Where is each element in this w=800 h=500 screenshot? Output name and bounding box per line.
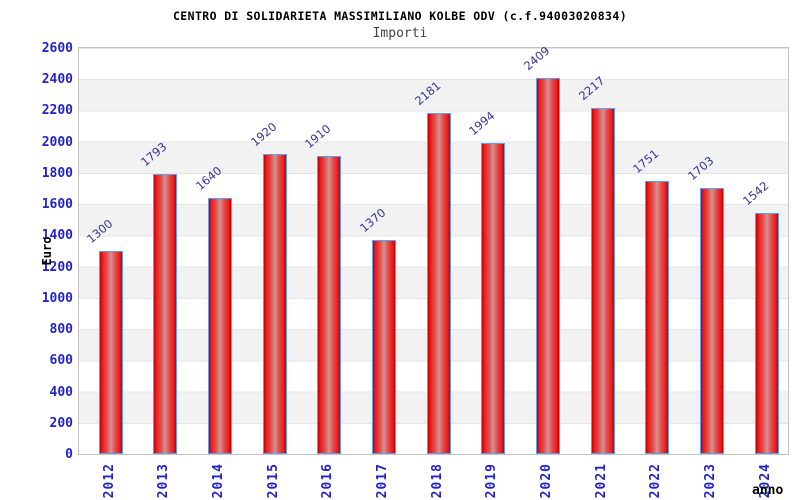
x-tick-label: 2015 <box>265 463 281 499</box>
y-tick-label: 2000 <box>41 134 73 150</box>
y-axis-title: Euro <box>40 236 54 266</box>
bar-2012 <box>98 251 123 454</box>
bar-value-label: 1640 <box>192 163 225 193</box>
bar-value-label: 1542 <box>739 178 772 209</box>
bar-value-label: 1370 <box>356 205 389 236</box>
y-tick-label: 2400 <box>41 72 73 88</box>
bar-2020 <box>536 77 561 454</box>
bar-2024 <box>754 213 779 454</box>
bar-2016 <box>317 155 342 454</box>
bar-2017 <box>371 240 396 454</box>
bar-value-label: 1703 <box>685 153 717 184</box>
x-tick-label: 2014 <box>210 463 226 499</box>
y-tick-label: 1200 <box>41 259 73 275</box>
chart-title: CENTRO DI SOLIDARIETA MASSIMILIANO KOLBE… <box>172 9 628 23</box>
x-tick-label: 2020 <box>539 463 555 499</box>
y-tick-label: 1400 <box>41 228 73 244</box>
bar-2019 <box>481 142 506 454</box>
bar-value-label: 1920 <box>247 119 279 150</box>
x-tick-label: 2021 <box>593 463 609 499</box>
y-tick-label: 1600 <box>41 197 73 213</box>
bar-2021 <box>590 107 615 454</box>
bar-2023 <box>700 188 725 454</box>
y-tick-label: 200 <box>49 415 73 431</box>
y-tick-label: 1800 <box>41 165 73 181</box>
bar-2022 <box>645 180 670 454</box>
bar-2013 <box>153 174 178 454</box>
y-tick-label: 0 <box>65 447 73 462</box>
bar-value-label: 1300 <box>83 216 115 246</box>
y-tick-label: 2200 <box>41 103 73 119</box>
bar-value-label: 1793 <box>138 139 170 170</box>
x-tick-label: 2016 <box>320 463 336 499</box>
plot-area: 1300 1793 1640 1920 1910 1370 2181 1994 2409 2217… <box>78 43 789 455</box>
x-tick-label: 2022 <box>648 463 664 499</box>
y-tick-label: 2600 <box>41 41 73 56</box>
x-tick-label: 2013 <box>156 463 172 499</box>
bar-value-label: 2181 <box>411 78 444 109</box>
x-tick-label: 2018 <box>429 463 445 499</box>
y-tick-label: 600 <box>49 353 73 369</box>
chart-subtitle: Importi <box>372 26 428 41</box>
bar-value-label: 1751 <box>630 146 662 176</box>
y-tick-label: 400 <box>49 384 73 400</box>
x-tick-label: 2023 <box>703 463 719 499</box>
y-tick-label: 1000 <box>41 290 73 306</box>
y-tick-label: 800 <box>49 322 73 338</box>
bar-value-label: 1994 <box>466 108 498 138</box>
bar-value-label: 1910 <box>302 121 334 151</box>
bar-2018 <box>426 113 451 454</box>
bar-value-label: 2409 <box>521 43 553 73</box>
x-axis-title: anno <box>752 483 784 498</box>
x-tick-label: 2017 <box>374 463 390 499</box>
bar-2014 <box>207 197 232 454</box>
bar-value-label: 2217 <box>575 73 608 103</box>
bar-2015 <box>262 154 287 454</box>
x-tick-label: 2012 <box>101 463 117 499</box>
x-tick-label: 2019 <box>484 463 500 499</box>
